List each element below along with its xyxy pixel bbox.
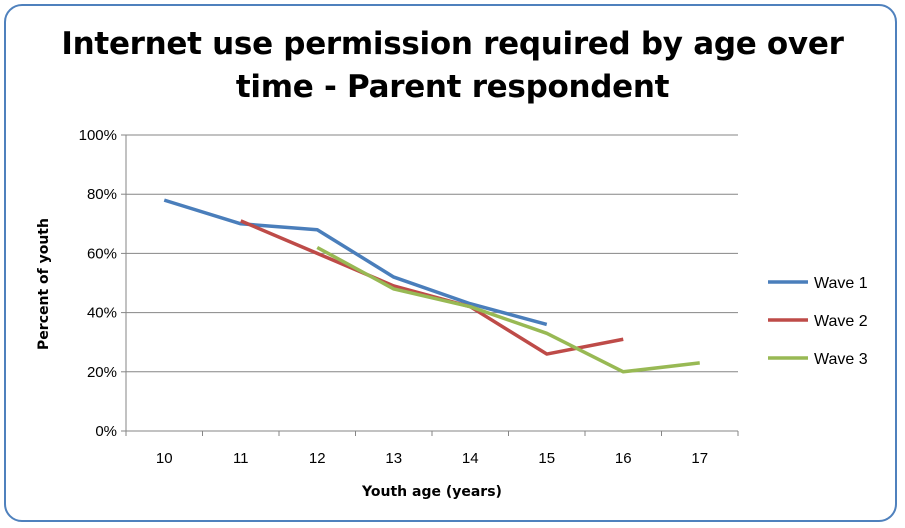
series-2 xyxy=(240,219,624,356)
x-tick-label: 17 xyxy=(691,450,708,467)
legend-item: Wave 3 xyxy=(768,351,868,368)
x-tick-label: 10 xyxy=(156,450,173,467)
x-tick-label: 12 xyxy=(309,450,326,467)
legend-item: Wave 1 xyxy=(768,275,868,292)
legend-item: Wave 2 xyxy=(768,313,868,330)
y-tick-label: 40% xyxy=(87,305,117,322)
series-3 xyxy=(316,245,700,374)
chart-frame xyxy=(4,4,897,522)
series-1 xyxy=(163,198,548,327)
x-tick-label: 13 xyxy=(385,450,402,467)
series-line xyxy=(240,219,624,356)
axes xyxy=(121,134,739,436)
legend-label: Wave 1 xyxy=(814,275,868,292)
series-line xyxy=(163,198,548,327)
y-axis-title: Percent of youth xyxy=(36,218,52,350)
series-line xyxy=(316,245,700,374)
legend-label: Wave 2 xyxy=(814,313,868,330)
y-tick-label: 100% xyxy=(79,127,117,144)
x-tick-label: 15 xyxy=(538,450,555,467)
x-tick-label: 11 xyxy=(233,450,249,467)
y-tick-label: 60% xyxy=(87,245,117,262)
x-axis-title: Youth age (years) xyxy=(361,484,502,500)
y-tick-labels: 0% 20% 40% 60% 80% 100% xyxy=(79,127,117,440)
y-tick-label: 0% xyxy=(95,423,117,440)
x-tick-labels: 10 11 12 13 14 15 16 17 xyxy=(156,450,708,467)
y-tick-label: 20% xyxy=(87,364,117,381)
chart-title-line-2: time - Parent respondent xyxy=(235,69,670,105)
legend-label: Wave 3 xyxy=(814,351,868,368)
series-lines xyxy=(163,198,700,374)
legend: Wave 1 Wave 2 Wave 3 xyxy=(768,275,868,368)
x-tick-label: 14 xyxy=(462,450,479,467)
gridlines xyxy=(126,134,738,373)
chart-title-line-1: Internet use permission required by age … xyxy=(61,26,844,62)
y-tick-label: 80% xyxy=(87,186,117,203)
x-tick-label: 16 xyxy=(615,450,632,467)
